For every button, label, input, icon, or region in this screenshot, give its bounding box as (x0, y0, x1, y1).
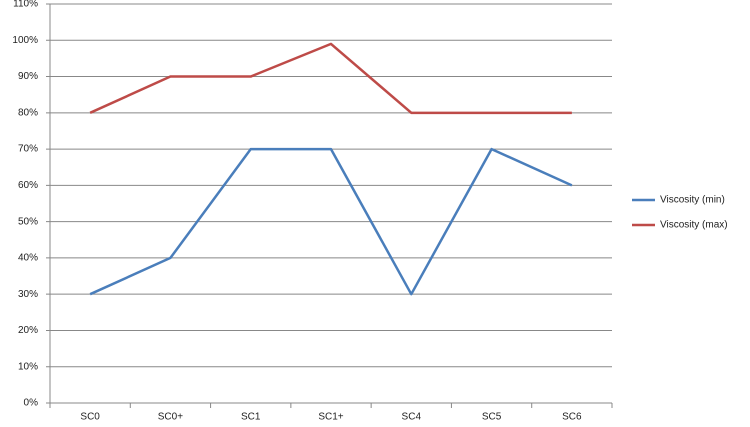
y-tick-label: 90% (18, 71, 38, 82)
y-tick-label: 50% (18, 216, 38, 227)
x-tick-label: SC1+ (318, 412, 343, 423)
x-tick-label: SC6 (562, 412, 582, 423)
x-tick-label: SC1 (241, 412, 261, 423)
series-line (89, 147, 573, 296)
x-tick-label: SC0 (80, 412, 100, 423)
x-tick-label: SC5 (482, 412, 502, 423)
y-tick-label: 40% (18, 253, 38, 264)
legend-label: Viscosity (min) (660, 195, 725, 206)
y-tick-label: 0% (24, 398, 39, 409)
series-line (89, 42, 572, 115)
x-tick-label: SC4 (402, 412, 422, 423)
y-tick-label: 70% (18, 144, 38, 155)
legend-label: Viscosity (max) (660, 220, 728, 231)
x-tick-label: SC0+ (158, 412, 183, 423)
y-tick-label: 110% (13, 0, 38, 10)
y-tick-label: 30% (18, 289, 38, 300)
y-tick-label: 10% (18, 361, 38, 372)
y-tick-label: 20% (18, 325, 38, 336)
y-tick-label: 80% (18, 107, 38, 118)
y-tick-label: 100% (12, 35, 38, 46)
y-tick-label: 60% (18, 180, 38, 191)
